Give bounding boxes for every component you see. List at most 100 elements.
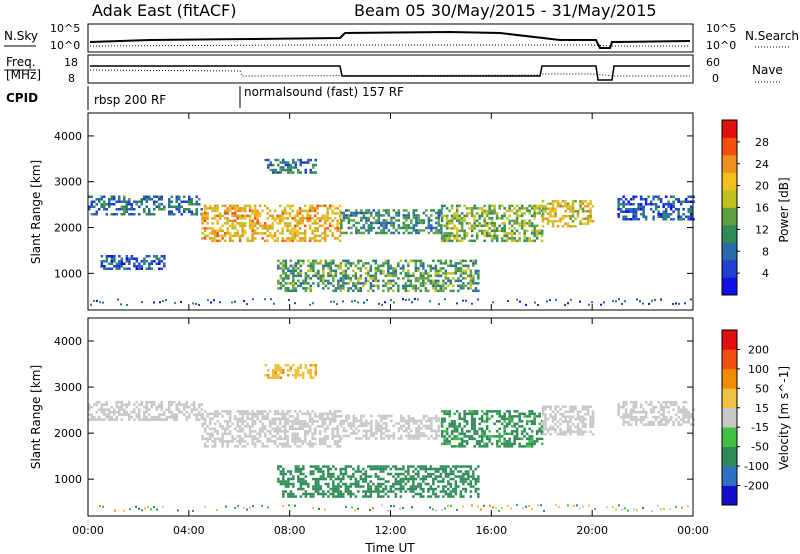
echo-cell	[465, 430, 469, 433]
echo-cell	[672, 400, 675, 404]
echo-cell	[120, 213, 123, 216]
echo-cell	[384, 284, 388, 288]
echo-cell	[634, 420, 638, 424]
echo-cell	[576, 418, 580, 421]
echo-cell	[313, 229, 317, 233]
echo-cell	[160, 413, 163, 416]
echo-cell	[369, 282, 373, 285]
echo-cell	[407, 424, 411, 428]
echo-cell	[510, 420, 514, 423]
echo-cell	[392, 269, 395, 273]
echo-cell	[289, 272, 293, 275]
echo-cell	[344, 274, 348, 278]
echo-cell	[440, 430, 444, 433]
echo-cell	[321, 217, 324, 220]
echo-cell	[492, 301, 494, 304]
echo-cell	[422, 465, 425, 468]
echo-cell	[304, 366, 307, 369]
echo-cell	[419, 259, 423, 263]
echo-cell	[528, 222, 531, 225]
echo-cell	[306, 209, 309, 213]
echo-cell	[302, 467, 305, 471]
echo-cell	[427, 475, 430, 478]
echo-cell	[352, 417, 356, 420]
echo-cell	[689, 413, 693, 416]
echo-cell	[444, 287, 448, 290]
echo-cell	[322, 277, 325, 280]
echo-cell	[357, 467, 360, 471]
echo-cell	[294, 163, 297, 167]
echo-cell	[657, 198, 660, 201]
echo-cell	[392, 432, 396, 435]
echo-cell	[505, 425, 509, 428]
echo-cell	[409, 274, 413, 278]
y-tick-label: 2000	[54, 222, 82, 235]
echo-cell	[258, 427, 262, 431]
echo-cell	[407, 470, 410, 473]
echo-cell	[208, 422, 212, 426]
echo-cell	[533, 417, 536, 421]
echo-cell	[435, 417, 438, 420]
echo-cell	[669, 205, 673, 208]
echo-cell	[474, 289, 478, 293]
echo-cell	[273, 440, 277, 443]
echo-cell	[273, 412, 277, 416]
echo-cell	[637, 418, 640, 421]
echo-cell	[314, 259, 318, 263]
echo-cell	[321, 417, 324, 421]
echo-cell	[317, 490, 320, 493]
echo-cell	[407, 434, 411, 438]
echo-cell	[372, 284, 375, 288]
echo-cell	[286, 430, 289, 433]
echo-cell	[513, 212, 516, 215]
echo-cell	[328, 417, 332, 421]
echo-cell	[474, 482, 478, 486]
echo-cell	[407, 216, 411, 220]
echo-cell	[155, 418, 158, 421]
echo-cell	[258, 410, 262, 413]
echo-cell	[432, 480, 435, 483]
echo-cell	[465, 207, 469, 210]
echo-cell	[148, 267, 151, 270]
echo-cell	[409, 282, 413, 285]
echo-cell	[256, 219, 259, 223]
echo-cell	[160, 260, 164, 263]
echo-cell	[495, 430, 499, 433]
echo-cell	[453, 214, 456, 218]
echo-cell	[480, 432, 484, 436]
echo-cell	[243, 229, 247, 233]
echo-cell	[283, 437, 287, 441]
echo-cell	[407, 477, 410, 481]
echo-cell	[449, 279, 453, 283]
echo-cell	[337, 482, 340, 486]
echo-cell	[450, 227, 454, 230]
echo-cell	[120, 413, 123, 416]
echo-cell	[402, 224, 406, 227]
echo-cell	[337, 475, 340, 478]
echo-cell	[99, 301, 101, 304]
colorbar-block	[722, 242, 737, 261]
echo-cell	[377, 216, 381, 220]
echo-cell	[283, 435, 287, 438]
echo-cell	[454, 264, 458, 268]
echo-cell	[540, 229, 544, 233]
echo-cell	[338, 217, 342, 220]
echo-cell	[644, 413, 648, 416]
echo-cell	[201, 222, 204, 225]
echo-cell	[287, 168, 290, 172]
echo-cell	[113, 198, 116, 201]
echo-cell	[534, 301, 536, 304]
echo-cell	[387, 282, 390, 285]
echo-cell	[268, 432, 272, 436]
echo-cell	[291, 432, 294, 436]
echo-cell	[443, 234, 446, 238]
echo-cell	[412, 274, 415, 278]
echo-cell	[195, 208, 198, 211]
echo-cell	[520, 445, 524, 448]
echo-cell	[317, 269, 320, 273]
echo-cell	[576, 210, 580, 213]
echo-cell	[299, 364, 302, 367]
echo-cell	[282, 482, 285, 486]
echo-cell	[283, 442, 287, 446]
echo-cell	[243, 217, 247, 220]
